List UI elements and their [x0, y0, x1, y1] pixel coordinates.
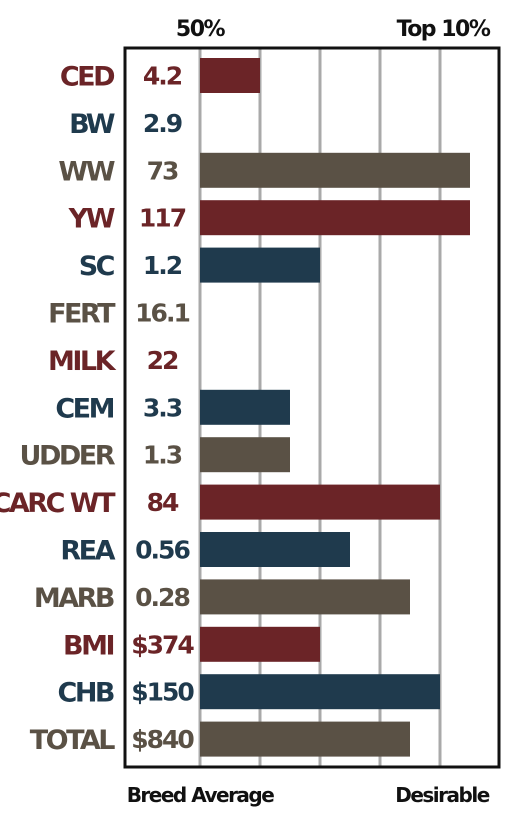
trait-value: 73	[147, 156, 178, 185]
trait-value: $374	[131, 630, 194, 659]
bar	[200, 200, 470, 236]
trait-label: BMI	[63, 630, 113, 661]
trait-value: 2.9	[143, 109, 182, 138]
bar	[200, 579, 410, 615]
trait-value: $150	[131, 678, 194, 707]
trait-label: CHB	[58, 678, 114, 709]
trait-label: BW	[69, 109, 115, 140]
trait-labels: CED BW WW YW SC FERT MILK CEM UDDER CARC WT REA MAR…	[0, 62, 119, 757]
bars	[200, 58, 470, 757]
trait-label: CEM	[55, 393, 113, 424]
trait-value: 0.28	[135, 583, 189, 612]
trait-value: $840	[131, 725, 194, 754]
trait-value: 1.2	[143, 251, 182, 280]
header-left-label: 50%	[176, 17, 226, 42]
trait-label: MILK	[48, 346, 117, 377]
bar	[200, 484, 440, 520]
trait-value: 1.3	[143, 441, 182, 470]
bar	[200, 389, 290, 425]
trait-values: 4.2 2.9 73 117 1.2 16.1 22 3.3 1.3 84 0.56 0.28 $374…	[131, 62, 196, 755]
trait-label: MARB	[34, 583, 114, 614]
trait-label: WW	[58, 156, 114, 187]
trait-value: 4.2	[143, 62, 182, 91]
trait-label: TOTAL	[30, 725, 116, 756]
trait-label: FERT	[48, 299, 116, 330]
bar	[200, 58, 260, 93]
trait-value: 22	[147, 346, 178, 375]
trait-label: UDDER	[20, 441, 116, 472]
trait-value: 0.56	[135, 536, 190, 565]
header-right-label: Top 10%	[397, 17, 491, 42]
trait-label: YW	[68, 204, 115, 235]
chart-frame	[123, 46, 501, 769]
bar	[200, 532, 350, 567]
trait-value: 16.1	[135, 299, 189, 328]
bar	[200, 721, 410, 757]
trait-value: 117	[139, 204, 186, 233]
bar	[200, 152, 470, 188]
bar	[200, 626, 320, 662]
trait-label: CED	[60, 62, 114, 93]
footer-left-label: Breed Average	[127, 783, 275, 807]
trait-value: 84	[147, 488, 179, 517]
trait-label: REA	[60, 536, 115, 567]
bar	[200, 674, 440, 710]
footer-right-label: Desirable	[395, 783, 489, 807]
bar	[200, 247, 320, 283]
trait-label: SC	[79, 251, 115, 282]
bar	[200, 437, 290, 473]
trait-label: CARC WT	[0, 488, 116, 519]
trait-value: 3.3	[143, 393, 182, 422]
